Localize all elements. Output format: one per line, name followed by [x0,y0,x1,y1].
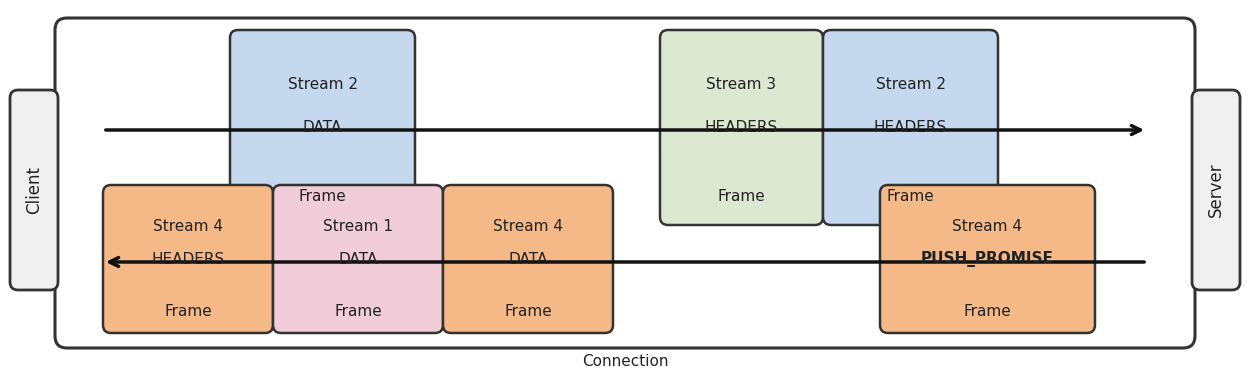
Text: Stream 1: Stream 1 [322,219,392,234]
Text: Stream 2: Stream 2 [875,77,945,92]
FancyBboxPatch shape [272,185,442,333]
Text: Frame: Frame [504,304,552,319]
Text: Stream 4: Stream 4 [952,219,1022,234]
Text: Stream 2: Stream 2 [288,77,357,92]
Text: Frame: Frame [299,189,346,204]
FancyBboxPatch shape [1192,90,1240,290]
Text: PUSH_PROMISE: PUSH_PROMISE [921,251,1054,267]
Text: Stream 3: Stream 3 [706,77,776,92]
FancyBboxPatch shape [55,18,1195,348]
FancyBboxPatch shape [230,30,415,225]
Text: DATA: DATA [509,252,548,266]
Text: Frame: Frame [334,304,382,319]
FancyBboxPatch shape [10,90,58,290]
Text: Frame: Frame [718,189,765,204]
Text: HEADERS: HEADERS [874,120,948,135]
Text: Stream 4: Stream 4 [492,219,562,234]
Text: Server: Server [1208,163,1225,217]
Text: Frame: Frame [964,304,1011,319]
Text: Client: Client [25,166,42,214]
Text: HEADERS: HEADERS [705,120,778,135]
Text: Frame: Frame [164,304,212,319]
Text: DATA: DATA [302,120,343,135]
Text: DATA: DATA [339,252,377,266]
FancyBboxPatch shape [822,30,998,225]
Text: Stream 4: Stream 4 [152,219,222,234]
FancyBboxPatch shape [442,185,612,333]
FancyBboxPatch shape [880,185,1095,333]
Text: HEADERS: HEADERS [151,252,225,266]
Text: Frame: Frame [886,189,935,204]
FancyBboxPatch shape [660,30,822,225]
FancyBboxPatch shape [102,185,272,333]
Text: Connection: Connection [581,354,669,370]
